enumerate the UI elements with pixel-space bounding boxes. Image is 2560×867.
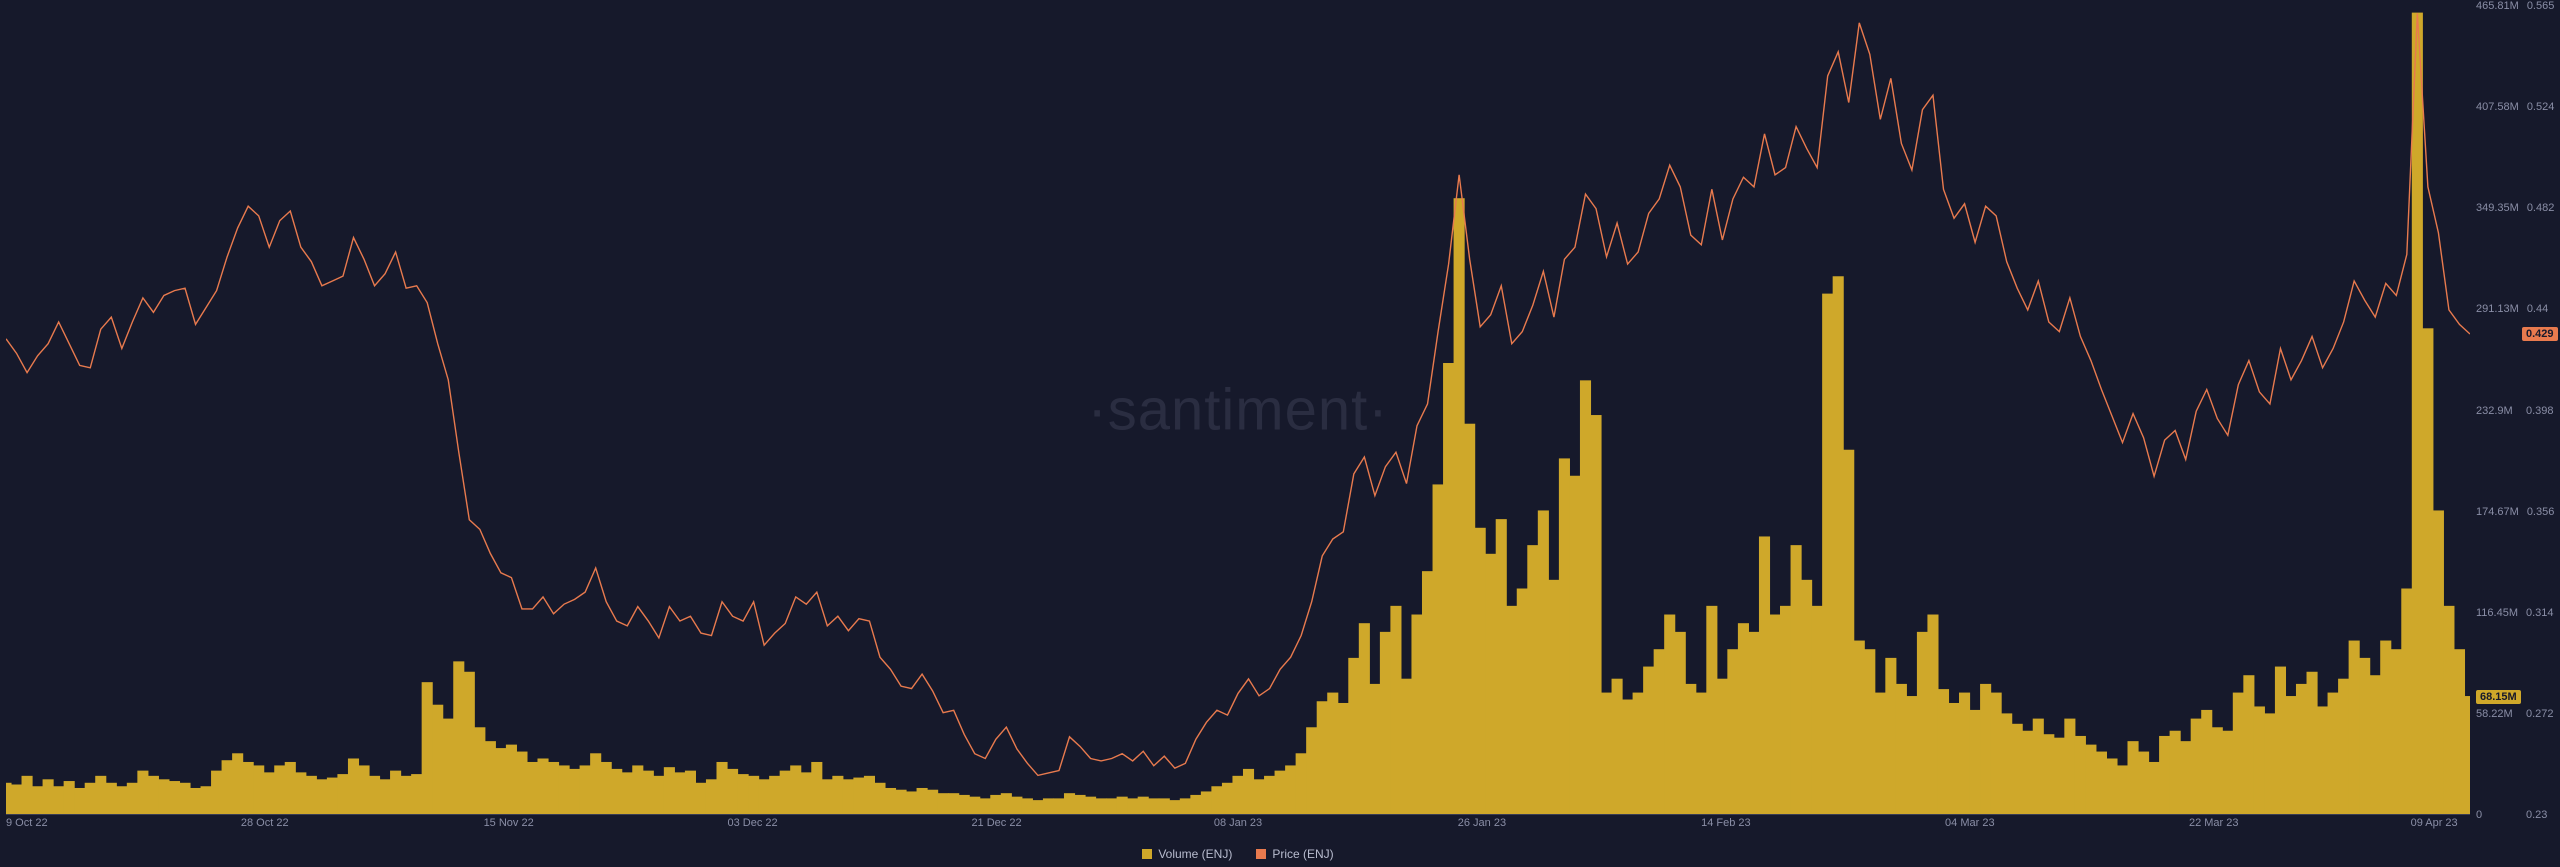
y-tick-price: 0.23 [2526, 809, 2554, 821]
current-price-badge: 0.429 [2522, 327, 2558, 341]
current-volume-badge: 68.15M [2476, 690, 2521, 704]
y-tick-volume: 0 [2476, 809, 2518, 821]
plot-svg [6, 6, 2470, 814]
legend-swatch-volume [1142, 849, 1152, 859]
x-tick: 15 Nov 22 [484, 817, 534, 829]
y-tick-price: 0.398 [2526, 405, 2554, 417]
x-tick: 9 Oct 22 [6, 817, 48, 829]
y-tick-volume: 58.22M [2476, 708, 2518, 720]
y-tick-volume: 291.13M [2476, 303, 2519, 315]
legend: Volume (ENJ) Price (ENJ) [6, 845, 2470, 863]
y-tick-volume: 465.81M [2476, 0, 2519, 12]
x-tick: 03 Dec 22 [728, 817, 778, 829]
x-tick: 21 Dec 22 [971, 817, 1021, 829]
y-tick-price: 0.44 [2527, 303, 2555, 315]
y-axis-right: 00.2358.22M0.272116.45M0.314174.67M0.356… [2470, 6, 2560, 815]
chart-container: ·santiment· 0 0.23 58.22M 0.272 116.45M 0.314… [0, 0, 2560, 867]
y-tick-volume: 349.35M [2476, 202, 2519, 214]
x-tick: 04 Mar 23 [1945, 817, 1995, 829]
x-tick: 28 Oct 22 [241, 817, 289, 829]
y-tick-price: 0.356 [2527, 506, 2555, 518]
x-axis: 9 Oct 22 28 Oct 22 15 Nov 22 03 Dec 22 21 De… [6, 817, 2470, 833]
y-tick-volume: 174.67M [2476, 506, 2519, 518]
legend-item-price[interactable]: Price (ENJ) [1256, 847, 1333, 861]
y-tick-volume: 407.58M [2476, 101, 2519, 113]
plot-area[interactable]: ·santiment· [6, 6, 2470, 815]
y-tick-price: 0.565 [2527, 0, 2555, 12]
y-tick-volume: 232.9M [2476, 405, 2518, 417]
x-tick: 22 Mar 23 [2189, 817, 2239, 829]
x-tick: 14 Feb 23 [1701, 817, 1751, 829]
y-tick-volume: 116.45M [2476, 607, 2518, 619]
y-tick-price: 0.272 [2526, 708, 2554, 720]
legend-item-volume[interactable]: Volume (ENJ) [1142, 847, 1232, 861]
x-tick: 08 Jan 23 [1214, 817, 1262, 829]
y-tick-price: 0.482 [2527, 202, 2555, 214]
y-tick-price: 0.524 [2527, 101, 2555, 113]
y-tick-price: 0.314 [2526, 607, 2554, 619]
legend-label-volume: Volume (ENJ) [1158, 847, 1232, 861]
x-tick: 26 Jan 23 [1458, 817, 1506, 829]
legend-label-price: Price (ENJ) [1272, 847, 1333, 861]
legend-swatch-price [1256, 849, 1266, 859]
x-tick: 09 Apr 23 [2411, 817, 2458, 829]
price-line [6, 13, 2470, 775]
